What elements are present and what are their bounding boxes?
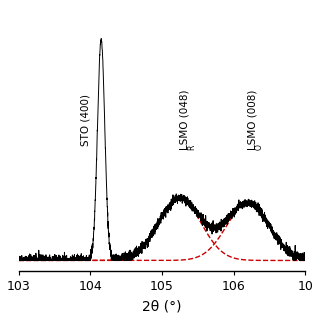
Text: R: R	[187, 145, 196, 150]
Text: LSMO (008): LSMO (008)	[248, 90, 258, 150]
X-axis label: 2θ (°): 2θ (°)	[142, 299, 182, 313]
Text: O: O	[255, 144, 264, 150]
Text: LSMO (048): LSMO (048)	[180, 90, 190, 150]
Text: STO (400): STO (400)	[80, 94, 90, 146]
